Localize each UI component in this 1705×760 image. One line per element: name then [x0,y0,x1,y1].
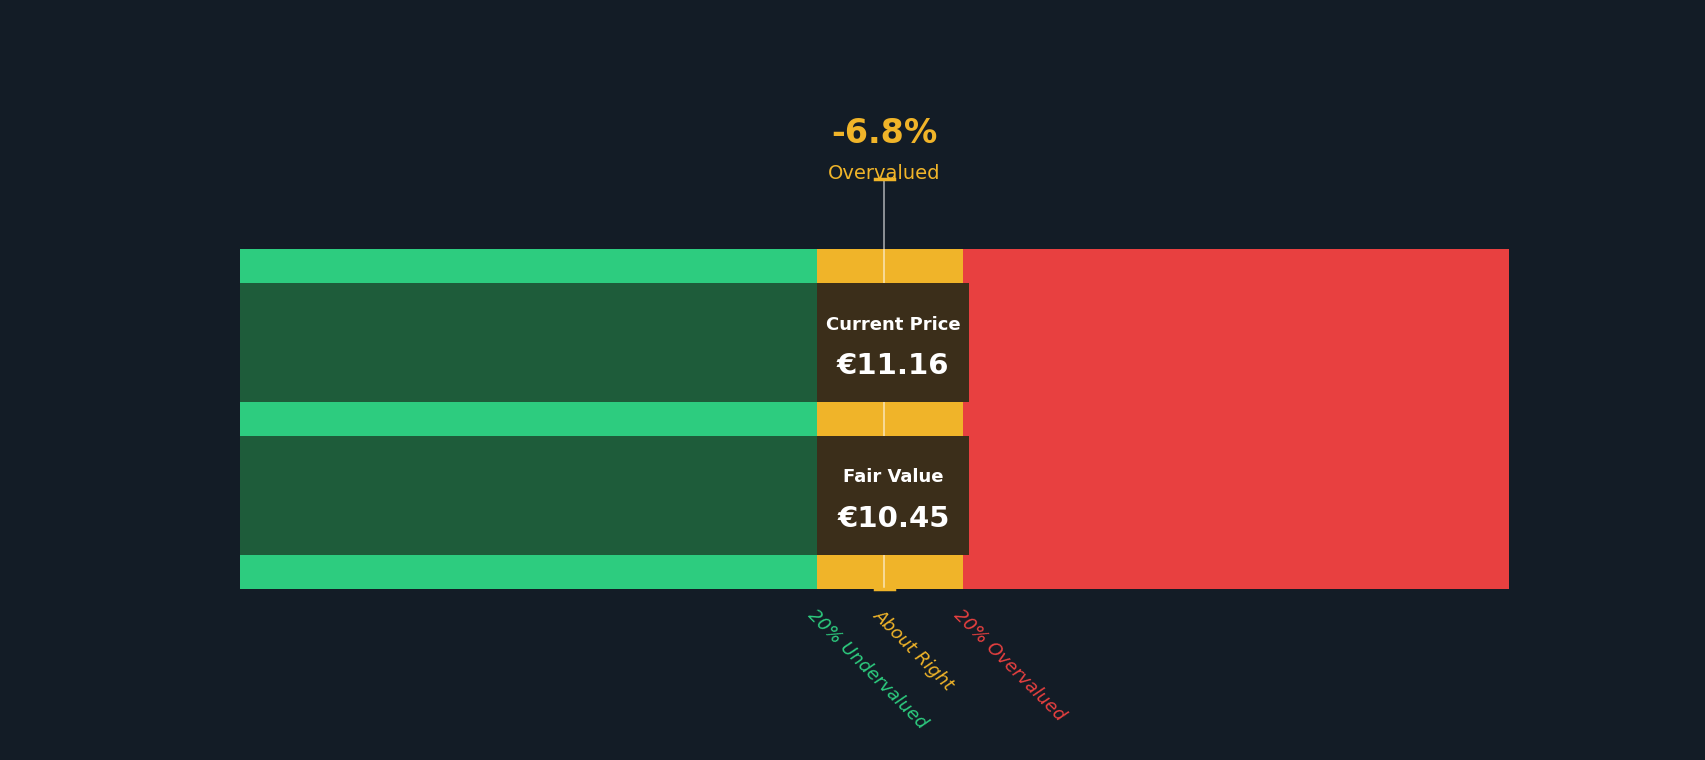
Bar [963,283,1509,402]
Bar [817,435,968,555]
Text: 20% Undervalued: 20% Undervalued [805,606,931,733]
Text: Overvalued: Overvalued [827,164,939,183]
Bar [817,283,963,402]
Bar [817,402,963,435]
Bar [817,283,968,402]
Bar [817,555,963,588]
Bar [963,555,1509,588]
Text: Fair Value: Fair Value [842,468,943,486]
Bar [239,249,817,283]
Text: -6.8%: -6.8% [830,117,938,150]
Text: €11.16: €11.16 [837,353,950,380]
Bar [963,435,1509,555]
Bar [239,283,817,402]
Text: €10.45: €10.45 [837,505,950,534]
Bar [239,402,817,435]
Text: 20% Overvalued: 20% Overvalued [950,606,1069,725]
Bar [239,555,817,588]
Bar [963,402,1509,435]
Bar [963,249,1509,283]
Text: About Right: About Right [870,606,958,694]
Bar [817,435,963,555]
Bar [239,435,817,555]
Text: Current Price: Current Price [825,315,960,334]
Bar [817,249,963,283]
